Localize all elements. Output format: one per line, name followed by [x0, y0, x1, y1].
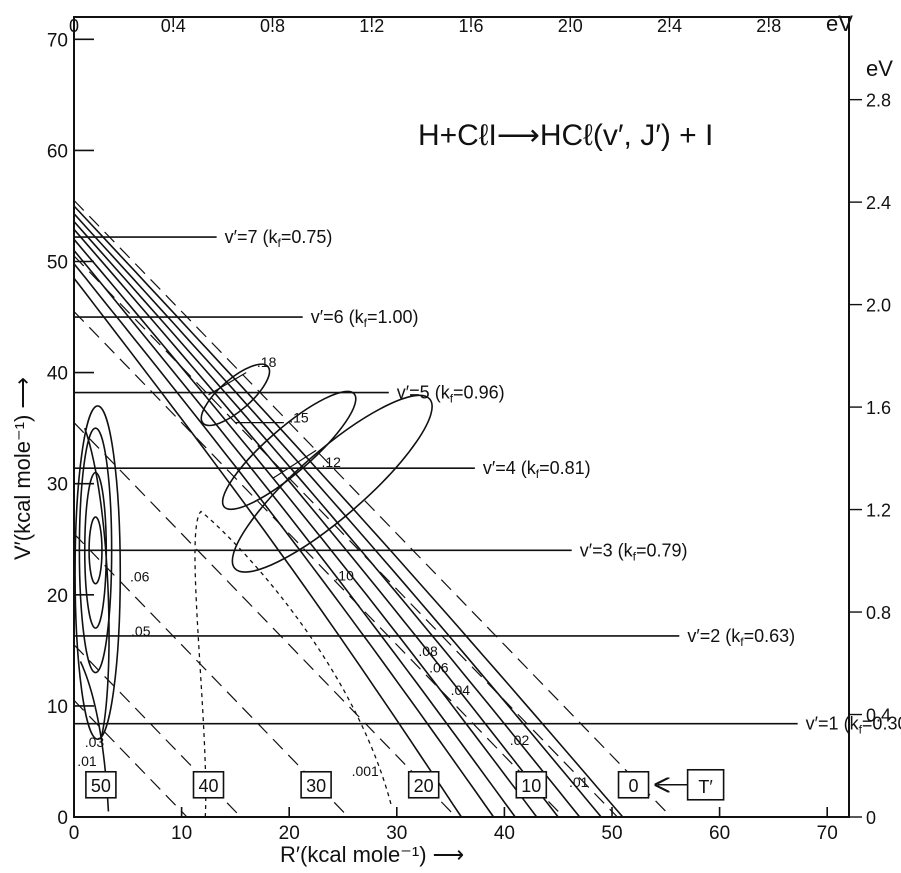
translational-energy-label: 20 — [414, 776, 434, 796]
top-tick-label: 1.6 — [458, 16, 483, 36]
yield-contour — [73, 277, 463, 818]
dashed-energy-line — [73, 699, 188, 818]
yield-contour — [73, 249, 516, 818]
contour-value-label: .05 — [131, 623, 151, 639]
translational-energy-box — [407, 770, 440, 799]
right-tick-label: 2.0 — [866, 296, 891, 316]
contour-value-label: .04 — [451, 682, 471, 698]
y-tick-label: 40 — [47, 364, 68, 385]
right-tick-label: 1.2 — [866, 501, 891, 521]
x-tick-label: 50 — [601, 823, 622, 844]
t-prime-label: T′ — [698, 777, 713, 797]
dashed-energy-line — [73, 422, 457, 818]
contour-value-label: .06 — [130, 568, 150, 584]
dashed-energy-line — [73, 199, 672, 818]
vibrational-level-label: v′=1 (kf=0.30) — [806, 714, 901, 737]
top-axis-unit: eV — [826, 11, 853, 36]
translational-energy-label: 10 — [521, 776, 541, 796]
top-tick-label: 2.8 — [756, 16, 781, 36]
contour-value-label: .01 — [77, 753, 97, 769]
x-axis-title: R′(kcal mole⁻¹) ⟶ — [280, 842, 464, 867]
top-tick-label: 2.0 — [558, 16, 583, 36]
y-tick-label: 60 — [47, 141, 68, 162]
contour-value-label: .01 — [569, 774, 589, 790]
right-tick-label: 2.4 — [866, 193, 891, 213]
contour-value-label: .10 — [334, 567, 354, 583]
right-tick-label: 0.8 — [866, 603, 891, 623]
y-tick-label: 10 — [47, 697, 68, 718]
translational-energy-box — [85, 770, 117, 799]
contour-value-label: .12 — [321, 454, 341, 470]
y-tick-label: 50 — [47, 253, 68, 274]
peak-contour — [221, 390, 357, 511]
right-tick-label: 0 — [866, 808, 876, 828]
translational-energy-label: 0 — [629, 776, 639, 796]
t-prime-box — [686, 768, 725, 801]
top-tick-label: 0 — [69, 16, 79, 36]
translational-energy-box — [515, 770, 548, 799]
top-tick-label: 0.4 — [161, 16, 186, 36]
contour-value-label: .02 — [510, 732, 530, 748]
peak-contour — [200, 363, 271, 427]
translational-energy-label: 50 — [91, 776, 111, 796]
vibrational-level-label: v′=6 (kf=1.00) — [311, 307, 419, 330]
contour-label-leader — [272, 449, 317, 479]
low-r-contour — [84, 427, 110, 740]
x-tick-label: 60 — [709, 823, 730, 844]
vibrational-level-label: v′=5 (kf=0.96) — [397, 383, 505, 406]
dashed-energy-line — [73, 255, 618, 818]
translational-energy-box — [192, 770, 225, 799]
contour-value-label: .08 — [418, 643, 438, 659]
x-tick-label: 30 — [386, 823, 407, 844]
contour-value-label: .15 — [289, 410, 309, 426]
x-tick-label: 10 — [171, 823, 192, 844]
yield-contour — [73, 220, 581, 818]
x-tick-label: 70 — [817, 823, 838, 844]
top-tick-label: 1.2 — [359, 16, 384, 36]
vibrational-level-label: v′=4 (kf=0.81) — [483, 458, 591, 481]
translational-energy-label: 40 — [198, 776, 218, 796]
translational-energy-box — [617, 770, 650, 799]
vibrational-level-label: v′=3 (kf=0.79) — [580, 540, 688, 563]
peak-contour — [231, 394, 433, 573]
low-r-contour — [74, 405, 122, 741]
right-tick-label: 2.8 — [866, 91, 891, 111]
y-tick-label: 70 — [47, 30, 68, 51]
dotted-contour — [194, 510, 393, 818]
right-tick-label: 0.4 — [866, 706, 891, 726]
dashed-energy-line — [73, 311, 565, 818]
right-tick-label: 1.6 — [866, 398, 891, 418]
plot-frame — [73, 16, 850, 818]
contour-value-label: .03 — [85, 734, 105, 750]
vibrational-level-label: v′=2 (kf=0.63) — [687, 626, 795, 649]
x-tick-label: 40 — [494, 823, 515, 844]
yield-contour — [73, 205, 624, 818]
x-tick-label: 20 — [279, 823, 300, 844]
contour-label-leader — [208, 372, 247, 396]
yield-contour — [73, 213, 602, 818]
right-axis-unit: eV — [866, 56, 893, 81]
vibrational-level-label: v′=7 (kf=0.75) — [225, 227, 333, 250]
y-tick-label: 20 — [47, 586, 68, 607]
translational-energy-box — [300, 770, 332, 799]
y-axis-title: V′(kcal mole⁻¹) ⟶ — [10, 377, 35, 560]
yield-contour — [73, 238, 538, 818]
x-tick-label: 0 — [69, 823, 80, 844]
translational-energy-label: 30 — [306, 776, 326, 796]
yield-contour — [73, 263, 495, 818]
y-tick-label: 30 — [47, 475, 68, 496]
top-tick-label: 2.4 — [657, 16, 682, 36]
contour-value-label: .06 — [429, 660, 449, 676]
chart-title: H+CℓI⟶HCℓ(v′, J′) + I — [418, 119, 713, 152]
contour-value-label: .001 — [352, 763, 379, 779]
contour-value-label: .18 — [257, 354, 277, 370]
top-tick-label: 0.8 — [260, 16, 285, 36]
y-tick-label: 0 — [57, 808, 68, 829]
